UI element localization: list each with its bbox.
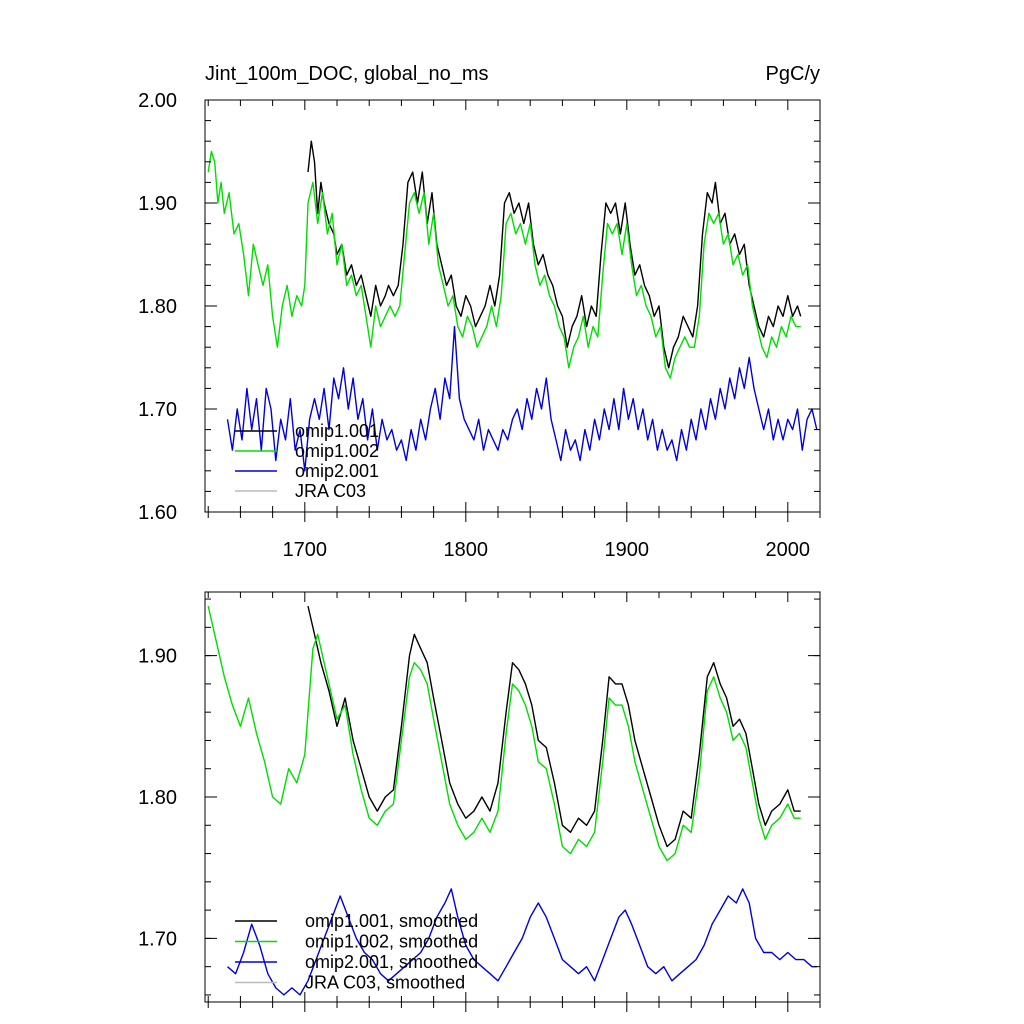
series-line-omip1-002-smoothed <box>207 605 801 862</box>
chart-units: PgC/y <box>766 63 820 85</box>
x-tick-label: 1800 <box>444 539 489 561</box>
y-tick-label: 1.60 <box>138 502 177 524</box>
series-line-omip1-001-smoothed <box>307 605 801 848</box>
bottom-panel: 1.70 1.80 1.90 omip1.001, smoothedomip1.002… <box>138 591 821 1012</box>
legend-label: JRA C03, smoothed <box>305 973 465 993</box>
top-panel: 1700 1800 1900 2000 1.60 1.70 1.80 1.90 2.00 Jint… <box>138 63 821 561</box>
legend-label: omip2.001 <box>295 461 379 481</box>
y-tick-label: 1.80 <box>138 296 177 318</box>
series-line-omip1-001 <box>307 140 802 369</box>
series-line-omip2-001-smoothed <box>227 888 817 996</box>
y-tick-label: 1.90 <box>138 193 177 215</box>
series-line-omip1-002 <box>207 150 801 379</box>
x-tick-label: 2000 <box>766 539 811 561</box>
y-tick-label: 1.80 <box>138 787 177 809</box>
y-tick-label: 1.70 <box>138 399 177 421</box>
chart-title: Jint_100m_DOC, global_no_ms <box>205 63 489 85</box>
x-tick-label: 1700 <box>283 539 328 561</box>
legend-label: JRA C03 <box>295 481 366 501</box>
legend-label: omip1.001 <box>295 421 379 441</box>
series-line-omip2-001 <box>226 325 818 472</box>
plot-frame <box>204 591 821 1003</box>
x-tick-label: 1900 <box>605 539 650 561</box>
legend-label: omip2.001, smoothed <box>305 952 478 972</box>
y-tick-label: 1.90 <box>138 646 177 668</box>
y-tick-label: 1.70 <box>138 928 177 950</box>
legend-label: omip1.002, smoothed <box>305 932 478 952</box>
y-tick-label: 2.00 <box>138 90 177 112</box>
legend-label: omip1.001, smoothed <box>305 911 478 931</box>
legend-label: omip1.002 <box>295 441 379 461</box>
